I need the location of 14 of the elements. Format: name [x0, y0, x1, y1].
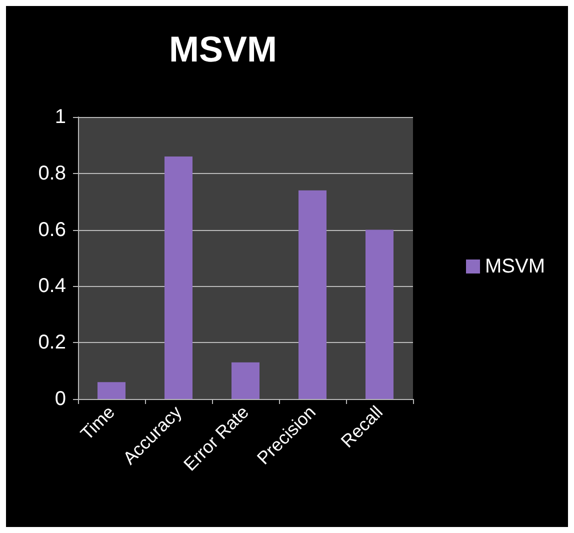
x-tick-label: Time	[76, 402, 119, 444]
y-tick-label: 0.8	[38, 162, 66, 184]
y-tick-label: 1	[54, 106, 66, 128]
y-tick-label: 0.6	[38, 218, 66, 241]
bar	[98, 382, 126, 399]
y-tick-label: 0	[54, 388, 66, 410]
bar	[366, 230, 394, 399]
bar	[164, 156, 192, 399]
y-tick-label: 0.2	[38, 332, 66, 354]
bar	[298, 190, 326, 399]
bar	[232, 362, 260, 399]
chart-title: MSVM	[169, 28, 277, 70]
y-tick-label: 0.4	[38, 275, 66, 298]
legend-label: MSVM	[485, 256, 545, 278]
